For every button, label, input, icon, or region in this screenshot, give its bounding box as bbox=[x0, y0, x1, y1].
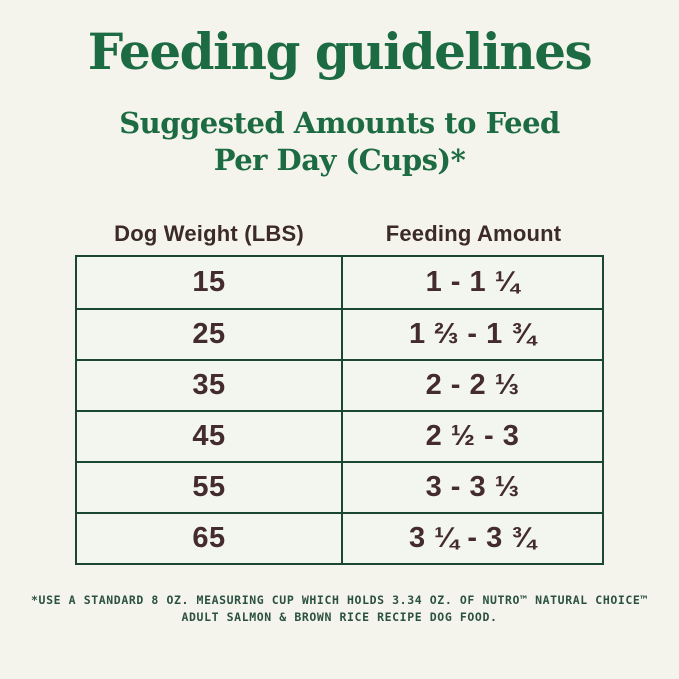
dog-weight-cell: 15 bbox=[77, 257, 343, 308]
dog-weight-cell: 25 bbox=[77, 310, 343, 359]
feeding-amount-cell: 1 - 1 ¼ bbox=[425, 266, 520, 298]
table-body: 15 1 - 1 ¼ 25 1 ⅔ - 1 ¾ 35 2 - 2 ⅓ 45 2 … bbox=[75, 255, 604, 565]
page-subtitle: Suggested Amounts to Feed Per Day (Cups)… bbox=[0, 105, 679, 179]
subtitle-line-1: Suggested Amounts to Feed bbox=[119, 106, 560, 140]
feeding-amount-cell: 3 ¼ - 3 ¾ bbox=[408, 522, 536, 554]
table-header-row: Dog Weight (LBS) Feeding Amount bbox=[75, 221, 604, 255]
footnote-line-1: *USE A STANDARD 8 OZ. MEASURING CUP WHIC… bbox=[31, 593, 648, 607]
table-row: 25 1 ⅔ - 1 ¾ bbox=[77, 308, 602, 359]
dog-weight-cell: 55 bbox=[77, 463, 343, 512]
footnote-line-2: ADULT SALMON & BROWN RICE RECIPE DOG FOO… bbox=[181, 610, 498, 624]
feeding-amount-cell: 3 - 3 ⅓ bbox=[425, 471, 520, 503]
footnote: *USE A STANDARD 8 OZ. MEASURING CUP WHIC… bbox=[0, 592, 679, 626]
table-row: 35 2 - 2 ⅓ bbox=[77, 359, 602, 410]
table-row: 45 2 ½ - 3 bbox=[77, 410, 602, 461]
page-title: Feeding guidelines bbox=[87, 22, 593, 81]
subtitle-line-2: Per Day (Cups)* bbox=[213, 143, 466, 177]
dog-weight-cell: 35 bbox=[77, 361, 343, 410]
table-row: 65 3 ¼ - 3 ¾ bbox=[77, 512, 602, 563]
feeding-amount-cell: 2 ½ - 3 bbox=[425, 420, 520, 452]
table-row: 55 3 - 3 ⅓ bbox=[77, 461, 602, 512]
feeding-amount-cell: 1 ⅔ - 1 ¾ bbox=[408, 318, 536, 350]
feeding-table: Dog Weight (LBS) Feeding Amount 15 1 - 1… bbox=[75, 221, 604, 565]
feeding-amount-cell: 2 - 2 ⅓ bbox=[425, 369, 520, 401]
table-row: 15 1 - 1 ¼ bbox=[77, 257, 602, 308]
column-header-dog-weight: Dog Weight (LBS) bbox=[114, 221, 304, 246]
dog-weight-cell: 45 bbox=[77, 412, 343, 461]
dog-weight-cell: 65 bbox=[77, 514, 343, 563]
column-header-feeding-amount: Feeding Amount bbox=[385, 221, 562, 246]
